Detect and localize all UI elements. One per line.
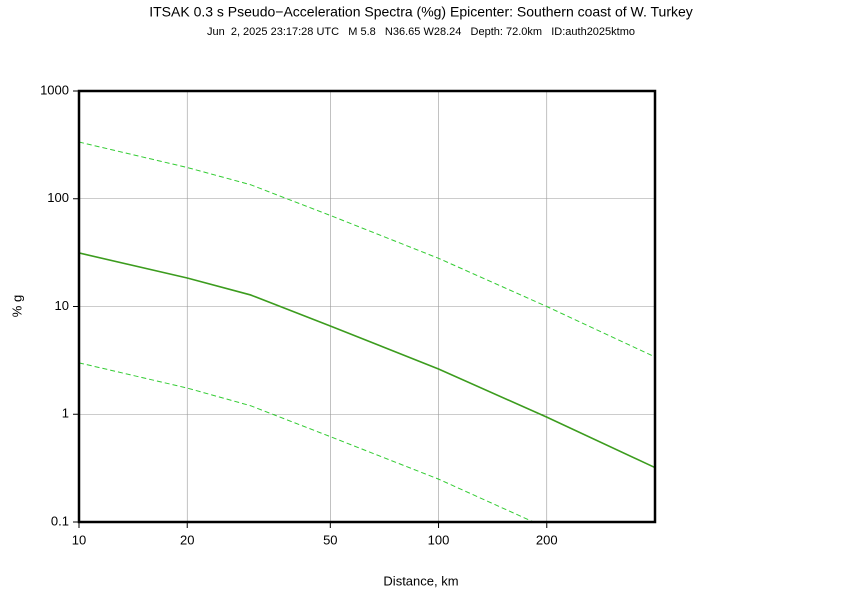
x-tick-label: 20 [180, 532, 194, 547]
data-line [79, 252, 655, 469]
x-tick-label: 10 [72, 532, 86, 547]
x-tick-label: 200 [536, 532, 558, 547]
x-tick-label: 50 [323, 532, 337, 547]
y-axis-label: % g [9, 295, 24, 317]
chart-subtitle: Jun 2, 2025 23:17:28 UTC M 5.8 N36.65 W2… [207, 26, 635, 38]
y-tick-label: 0.1 [51, 513, 69, 528]
data-line [79, 362, 535, 522]
y-tick-label: 10 [55, 298, 69, 313]
data-line [79, 141, 655, 358]
x-axis-label: Distance, km [383, 573, 458, 588]
y-tick-label: 1 [62, 406, 69, 421]
y-tick-label: 100 [47, 190, 69, 205]
plot-frame [77, 89, 657, 524]
chart-title: ITSAK 0.3 s Pseudo−Acceleration Spectra … [149, 4, 693, 20]
x-tick-label: 100 [428, 532, 450, 547]
y-tick-label: 1000 [40, 82, 69, 97]
